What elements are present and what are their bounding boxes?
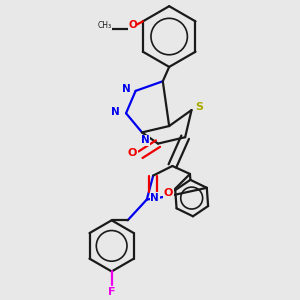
Text: O: O (128, 20, 137, 30)
Text: O: O (164, 188, 173, 198)
Text: N: N (111, 106, 120, 117)
Text: N: N (141, 135, 150, 146)
Text: F: F (108, 287, 116, 297)
Text: O: O (128, 148, 137, 158)
Text: N: N (150, 193, 159, 203)
Text: CH₃: CH₃ (98, 21, 112, 30)
Text: S: S (196, 103, 203, 112)
Text: N: N (122, 84, 130, 94)
